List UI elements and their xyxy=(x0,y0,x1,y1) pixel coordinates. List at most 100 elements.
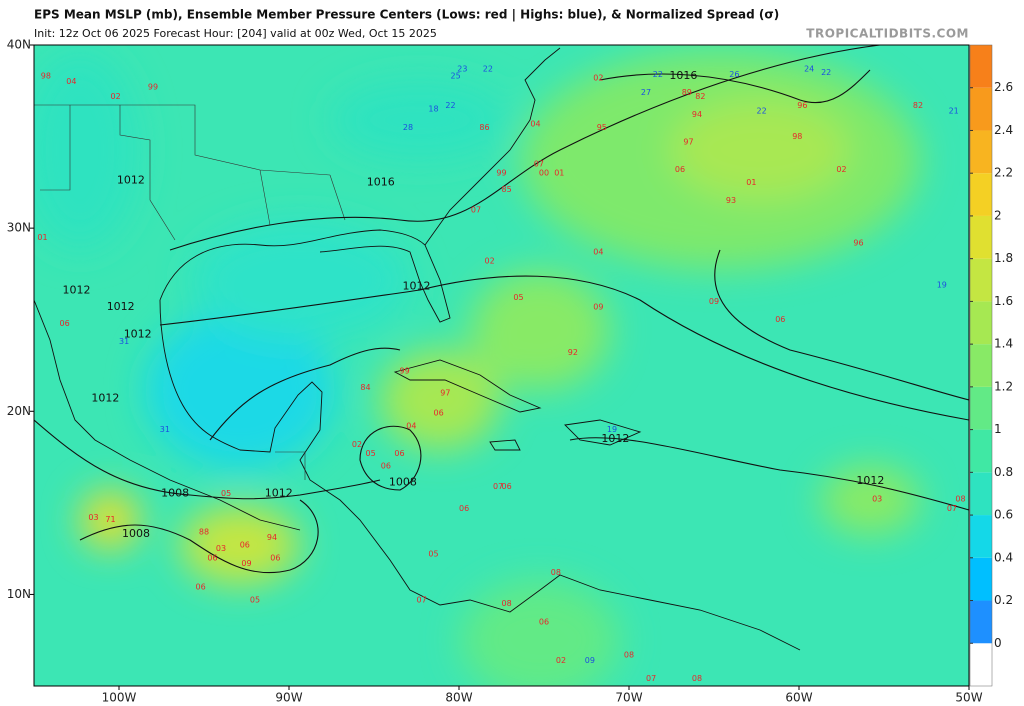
low-center: 88 xyxy=(199,528,209,537)
colorbar-label: 1.8 xyxy=(994,251,1013,265)
low-center: 05 xyxy=(428,550,438,559)
colorbar-label: 1.4 xyxy=(994,337,1013,351)
colorbar-label: 0.8 xyxy=(994,465,1013,479)
colorbar-segment xyxy=(970,344,992,387)
low-center: 89 xyxy=(682,88,692,97)
low-center: 06 xyxy=(60,319,70,328)
low-center: 98 xyxy=(41,72,51,81)
isobar-label: 1016 xyxy=(367,175,395,188)
low-center: 02 xyxy=(593,73,603,82)
lat-label: 30N xyxy=(7,221,31,235)
low-center: 02 xyxy=(352,440,362,449)
colorbar-label: 2.4 xyxy=(994,123,1013,137)
coastline-mexico-west xyxy=(34,299,301,531)
lon-label: 100W xyxy=(102,691,137,705)
lat-label: 40N xyxy=(7,38,31,52)
isobar-label: 1012 xyxy=(91,391,119,404)
isobar xyxy=(169,45,881,251)
colorbar-label: 1.6 xyxy=(994,294,1013,308)
colorbar-segment xyxy=(970,215,992,259)
low-center: 07 xyxy=(646,674,656,683)
low-center: 85 xyxy=(502,185,512,194)
isobar-label: 1008 xyxy=(122,527,150,540)
high-center: 22 xyxy=(821,68,831,77)
isobar xyxy=(714,249,969,401)
lon-label: 90W xyxy=(275,691,302,705)
low-center: 01 xyxy=(746,178,756,187)
colorbar-segment xyxy=(970,173,992,216)
low-center: 03 xyxy=(216,544,226,553)
low-center: 08 xyxy=(624,650,634,659)
high-center: 21 xyxy=(949,106,959,115)
isobar-label: 1016 xyxy=(669,69,697,82)
low-center: 07 xyxy=(471,205,481,214)
low-center: 99 xyxy=(496,169,506,178)
isobar-label: 1012 xyxy=(403,280,431,293)
isobar xyxy=(569,437,969,511)
high-center: 22 xyxy=(653,70,663,79)
low-center: 00 xyxy=(539,169,549,178)
low-center: 05 xyxy=(513,293,523,302)
isobar xyxy=(209,347,401,441)
isobar xyxy=(599,69,871,104)
low-center: 02 xyxy=(485,257,495,266)
low-center: 71 xyxy=(105,515,115,524)
high-center: 25 xyxy=(451,72,461,81)
low-center: 96 xyxy=(853,238,863,247)
low-center: 06 xyxy=(775,315,785,324)
isobar-label: 1012 xyxy=(63,283,91,296)
low-center: 94 xyxy=(267,533,277,542)
low-center: 08 xyxy=(692,674,702,683)
low-center: 09 xyxy=(593,302,603,311)
isobar-label: 1012 xyxy=(856,474,884,487)
coastline-cuba xyxy=(393,359,642,451)
low-center: 02 xyxy=(556,656,566,665)
low-center: 96 xyxy=(797,101,807,110)
lon-label: 80W xyxy=(445,691,472,705)
isobar-label: 1012 xyxy=(117,174,145,187)
low-center: 08 xyxy=(955,495,965,504)
colorbar-segment xyxy=(970,301,992,345)
lat-label: 10N xyxy=(7,587,31,601)
low-center: 95 xyxy=(597,123,607,132)
low-center: 84 xyxy=(360,383,370,392)
low-center: 06 xyxy=(207,553,217,562)
source: TROPICALTIDBITS.COM xyxy=(806,27,969,41)
colorbar-label: 1.2 xyxy=(994,379,1013,393)
colorbar-label: 0.4 xyxy=(994,550,1013,564)
low-center: 06 xyxy=(381,462,391,471)
colorbar-label: 2.6 xyxy=(994,80,1013,94)
low-center: 04 xyxy=(530,119,540,128)
low-center: 05 xyxy=(366,449,376,458)
map xyxy=(34,45,969,686)
isobar-label: 1008 xyxy=(389,476,417,489)
title: EPS Mean MSLP (mb), Ensemble Member Pres… xyxy=(34,8,779,22)
low-center: 05 xyxy=(221,489,231,498)
high-center: 09 xyxy=(585,656,595,665)
low-center: 08 xyxy=(502,599,512,608)
low-center: 06 xyxy=(502,482,512,491)
colorbar-label: 0.6 xyxy=(994,508,1013,522)
map-frame xyxy=(33,44,970,687)
isobar-label: 1012 xyxy=(124,327,152,340)
borders xyxy=(34,104,346,480)
coastline-us xyxy=(424,47,561,246)
high-center: 31 xyxy=(160,425,170,434)
high-center: 23 xyxy=(457,64,467,73)
low-center: 86 xyxy=(479,123,489,132)
low-center: 07 xyxy=(947,504,957,513)
isobar xyxy=(159,275,969,421)
high-center: 31 xyxy=(119,337,129,346)
low-center: 98 xyxy=(792,132,802,141)
isobar-label: 1012 xyxy=(601,432,629,445)
low-center: 07 xyxy=(493,482,503,491)
low-center: 93 xyxy=(726,196,736,205)
low-center: 82 xyxy=(913,101,923,110)
low-center: 01 xyxy=(554,169,564,178)
low-center: 04 xyxy=(66,77,76,86)
map-labels: 1012 1016 1012 1016 1012 1012 1012 1012 1008 1012… xyxy=(37,64,965,683)
colorbar-segment xyxy=(970,45,992,88)
low-center: 03 xyxy=(872,495,882,504)
low-center: 92 xyxy=(568,348,578,357)
